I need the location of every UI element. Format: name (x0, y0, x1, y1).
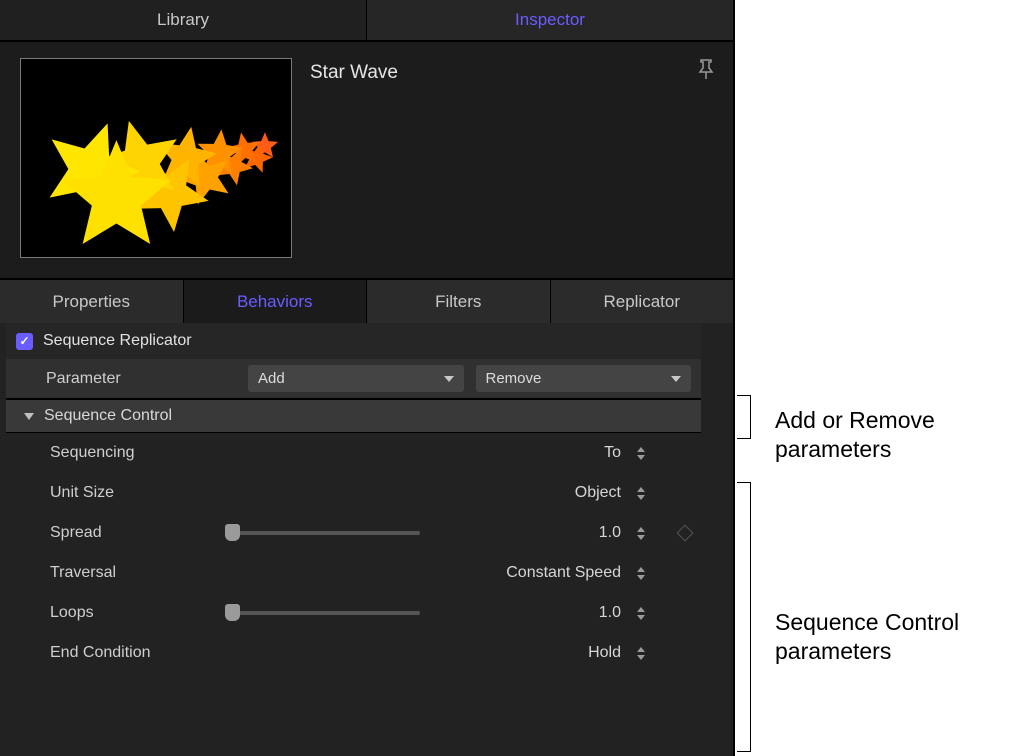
control-row-unit-size: Unit Size Object (6, 473, 701, 513)
pin-icon[interactable] (697, 58, 715, 85)
keyframe-diamond-icon[interactable] (677, 525, 694, 542)
object-title: Star Wave (310, 58, 398, 84)
parameter-add-text: Add (258, 370, 285, 387)
control-label: Loops (50, 604, 225, 622)
value-stepper[interactable] (631, 607, 651, 620)
behavior-section-header[interactable]: ✓ Sequence Replicator (6, 323, 701, 359)
sub-tabs: PropertiesBehaviorsFiltersReplicator (0, 280, 733, 323)
parameter-add-dropdown[interactable]: Add (248, 365, 464, 392)
stepper-up-icon (637, 567, 645, 572)
stepper-down-icon (637, 615, 645, 620)
control-value[interactable]: Object (431, 484, 631, 502)
tab-library[interactable]: Library (0, 0, 367, 40)
annotation-1-line1: Add or Remove (775, 406, 935, 435)
sub-tab-properties[interactable]: Properties (0, 280, 184, 323)
stepper-down-icon (637, 655, 645, 660)
control-label: End Condition (50, 644, 225, 662)
disclosure-triangle-icon (24, 413, 34, 420)
parameter-row: Parameter Add Remove (6, 359, 701, 399)
control-row-end-condition: End Condition Hold (6, 633, 701, 673)
preview-thumbnail (20, 58, 292, 258)
slider[interactable] (225, 611, 420, 615)
sub-tab-behaviors[interactable]: Behaviors (184, 280, 368, 323)
value-stepper[interactable] (631, 527, 651, 540)
inspector-header: Star Wave (0, 42, 733, 280)
annotation-2-line1: Sequence Control (775, 608, 959, 637)
top-tabs: Library Inspector (0, 0, 733, 42)
stepper-down-icon (637, 535, 645, 540)
chevron-down-icon (444, 376, 454, 382)
control-row-loops: Loops 1.0 (6, 593, 701, 633)
behavior-enabled-checkbox[interactable]: ✓ (16, 333, 33, 350)
annotation-bracket-2 (737, 482, 751, 752)
control-row-traversal: Traversal Constant Speed (6, 553, 701, 593)
stepper-up-icon (637, 447, 645, 452)
value-stepper[interactable] (631, 447, 651, 460)
stepper-up-icon (637, 647, 645, 652)
annotation-1-line2: parameters (775, 435, 935, 464)
control-row-spread: Spread 1.0 (6, 513, 701, 553)
behaviors-panel: ✓ Sequence Replicator Parameter Add Remo… (0, 323, 733, 756)
control-mid (225, 611, 431, 615)
annotation-1: Add or Remove parameters (775, 406, 935, 464)
sub-tab-filters[interactable]: Filters (367, 280, 551, 323)
control-label: Traversal (50, 564, 225, 582)
annotation-2: Sequence Control parameters (775, 608, 959, 666)
control-value[interactable]: Constant Speed (431, 564, 631, 582)
control-label: Spread (50, 524, 225, 542)
stepper-down-icon (637, 575, 645, 580)
parameter-remove-text: Remove (486, 370, 542, 387)
tab-inspector[interactable]: Inspector (367, 0, 733, 40)
stepper-up-icon (637, 527, 645, 532)
control-label: Unit Size (50, 484, 225, 502)
slider-thumb[interactable] (225, 524, 240, 541)
parameter-label: Parameter (46, 370, 236, 388)
annotation-2-line2: parameters (775, 637, 959, 666)
annotation-bracket-1 (737, 395, 751, 439)
behavior-name: Sequence Replicator (43, 332, 192, 350)
chevron-down-icon (671, 376, 681, 382)
control-value[interactable]: 1.0 (431, 604, 631, 622)
stepper-up-icon (637, 607, 645, 612)
slider-thumb[interactable] (225, 604, 240, 621)
control-value[interactable]: 1.0 (431, 524, 631, 542)
slider[interactable] (225, 531, 420, 535)
value-stepper[interactable] (631, 487, 651, 500)
control-row-sequencing: Sequencing To (6, 433, 701, 473)
parameter-remove-dropdown[interactable]: Remove (476, 365, 692, 392)
control-value[interactable]: Hold (431, 644, 631, 662)
value-stepper[interactable] (631, 647, 651, 660)
control-label: Sequencing (50, 444, 225, 462)
control-mid (225, 531, 431, 535)
sequence-control-label: Sequence Control (44, 407, 172, 425)
app-panel: Library Inspector Star Wave PropertiesBe… (0, 0, 735, 756)
value-stepper[interactable] (631, 567, 651, 580)
control-value[interactable]: To (431, 444, 631, 462)
stepper-down-icon (637, 495, 645, 500)
preview-svg (21, 59, 291, 257)
stepper-up-icon (637, 487, 645, 492)
stepper-down-icon (637, 455, 645, 460)
sequence-control-header[interactable]: Sequence Control (6, 399, 701, 433)
sub-tab-replicator[interactable]: Replicator (551, 280, 734, 323)
